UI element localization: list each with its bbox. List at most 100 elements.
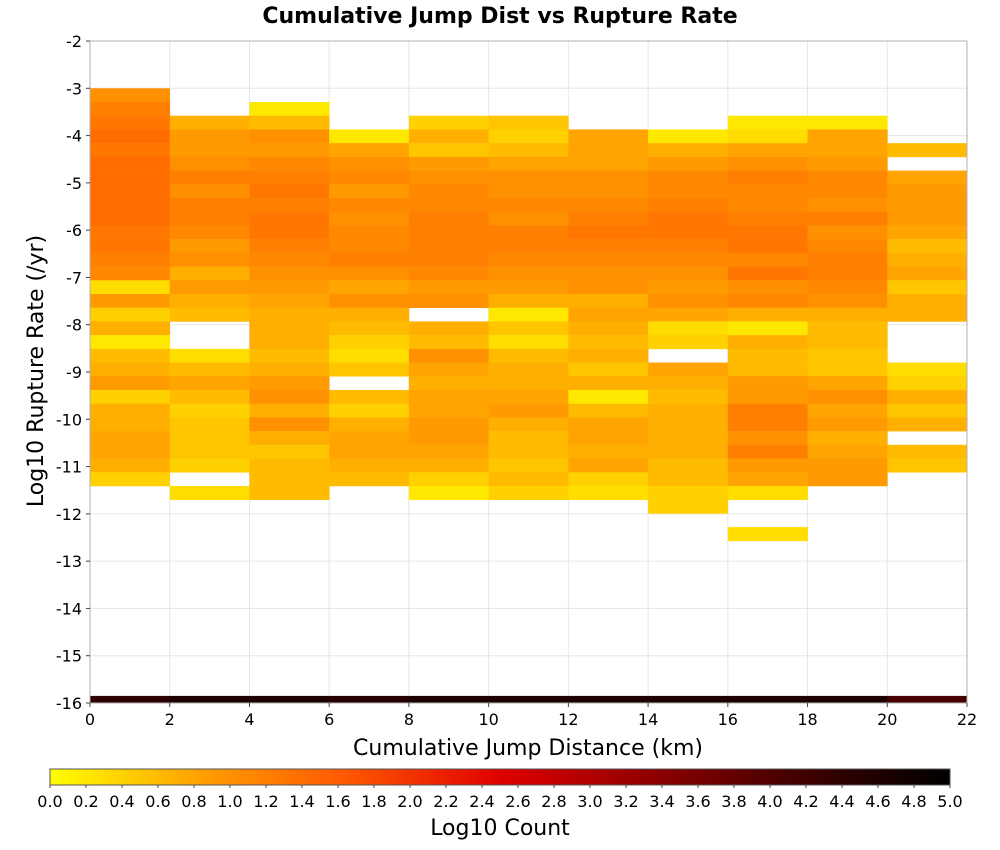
heatmap-cell <box>648 417 729 432</box>
y-tick-label: -8 <box>66 316 82 335</box>
heatmap-cell <box>807 417 888 432</box>
heatmap-cell <box>887 444 968 459</box>
heatmap-cell <box>169 417 250 432</box>
colorbar-tick-label: 2.6 <box>505 792 530 811</box>
heatmap-cell <box>488 431 569 446</box>
heatmap-cell <box>727 335 808 350</box>
heatmap-cell <box>727 527 808 542</box>
heatmap-cell <box>727 293 808 308</box>
heatmap-cell <box>90 293 171 308</box>
heatmap-cell <box>887 211 968 226</box>
heatmap-cell <box>648 129 729 144</box>
heatmap-cell <box>568 417 649 432</box>
x-tick-label: 2 <box>165 710 175 729</box>
heatmap-cell <box>727 362 808 377</box>
heatmap-cell <box>807 431 888 446</box>
heatmap-cell <box>887 376 968 391</box>
heatmap-cell <box>408 211 489 226</box>
colorbar-tick-label: 3.2 <box>613 792 638 811</box>
colorbar-tick-label: 4.0 <box>757 792 782 811</box>
heatmap-cell <box>807 362 888 377</box>
colorbar-tick-label: 4.8 <box>901 792 926 811</box>
heatmap-cell <box>568 211 649 226</box>
heatmap-cell <box>568 362 649 377</box>
heatmap-cell <box>169 485 250 500</box>
heatmap-cell <box>408 472 489 487</box>
heatmap-cell <box>329 348 410 363</box>
heatmap-cell <box>568 307 649 322</box>
heatmap-cell <box>807 472 888 487</box>
heatmap-cell <box>807 184 888 199</box>
heatmap-cell <box>488 307 569 322</box>
heatmap-cell-bottom-row <box>807 695 888 703</box>
y-tick-label: -11 <box>56 458 82 477</box>
heatmap-cell <box>568 252 649 267</box>
heatmap-cell <box>90 403 171 418</box>
heatmap-cell <box>169 239 250 254</box>
heatmap-cell <box>329 307 410 322</box>
heatmap-cell <box>727 403 808 418</box>
heatmap-cell <box>169 444 250 459</box>
heatmap-cell <box>329 266 410 281</box>
heatmap-cell <box>648 239 729 254</box>
x-tick-label: 8 <box>404 710 414 729</box>
heatmap-cell <box>807 211 888 226</box>
heatmap-cell <box>169 403 250 418</box>
heatmap-cell <box>887 184 968 199</box>
heatmap-cell <box>488 417 569 432</box>
heatmap-cell <box>90 431 171 446</box>
y-tick-label: -15 <box>56 647 82 666</box>
colorbar-tick-label: 3.8 <box>721 792 746 811</box>
heatmap-cell <box>408 458 489 473</box>
heatmap-cell <box>408 293 489 308</box>
heatmap-cell <box>169 431 250 446</box>
x-axis-ticks: 0 2 4 6 8 10 12 14 16 18 20 22 <box>85 703 977 729</box>
heatmap-cell <box>329 252 410 267</box>
x-tick-label: 0 <box>85 710 95 729</box>
x-tick-label: 10 <box>478 710 498 729</box>
heatmap-cell <box>249 252 330 267</box>
heatmap-cell <box>408 335 489 350</box>
heatmap-cell <box>249 335 330 350</box>
heatmap-cell <box>488 321 569 336</box>
heatmap-cell <box>568 266 649 281</box>
heatmap-cell <box>488 252 569 267</box>
heatmap-cell-bottom-row <box>408 695 489 703</box>
heatmap-cell <box>568 143 649 158</box>
heatmap-cell <box>568 129 649 144</box>
heatmap-cell <box>329 444 410 459</box>
heatmap-cell <box>90 472 171 487</box>
heatmap-cell <box>90 156 171 171</box>
heatmap-cell <box>249 280 330 295</box>
heatmap-cell <box>408 156 489 171</box>
heatmap-cell <box>488 293 569 308</box>
heatmap-cell <box>249 321 330 336</box>
heatmap-cell <box>408 225 489 240</box>
heatmap-cell <box>807 170 888 185</box>
heatmap-cell <box>249 211 330 226</box>
heatmap-cell <box>90 335 171 350</box>
heatmap-cell <box>90 266 171 281</box>
heatmap-cell <box>807 293 888 308</box>
x-tick-label: 22 <box>957 710 977 729</box>
heatmap-cell-bottom-row <box>169 695 250 703</box>
heatmap-cell <box>408 252 489 267</box>
colorbar-tick-label: 3.4 <box>649 792 674 811</box>
heatmap-cell <box>568 293 649 308</box>
heatmap-cell <box>727 239 808 254</box>
colorbar-tick-label: 0.8 <box>181 792 206 811</box>
heatmap-cell <box>727 431 808 446</box>
heatmap-cell-bottom-row <box>329 695 410 703</box>
heatmap-cell <box>488 129 569 144</box>
heatmap-cell <box>807 321 888 336</box>
heatmap-cell <box>249 115 330 130</box>
heatmap-cell <box>90 252 171 267</box>
heatmap-cell <box>90 88 171 103</box>
heatmap-cell <box>807 225 888 240</box>
heatmap-cell <box>249 101 330 117</box>
heatmap-cell <box>887 225 968 240</box>
heatmap-cell <box>249 156 330 171</box>
heatmap-cell <box>568 321 649 336</box>
heatmap-cell <box>727 156 808 171</box>
heatmap-cell <box>568 335 649 350</box>
